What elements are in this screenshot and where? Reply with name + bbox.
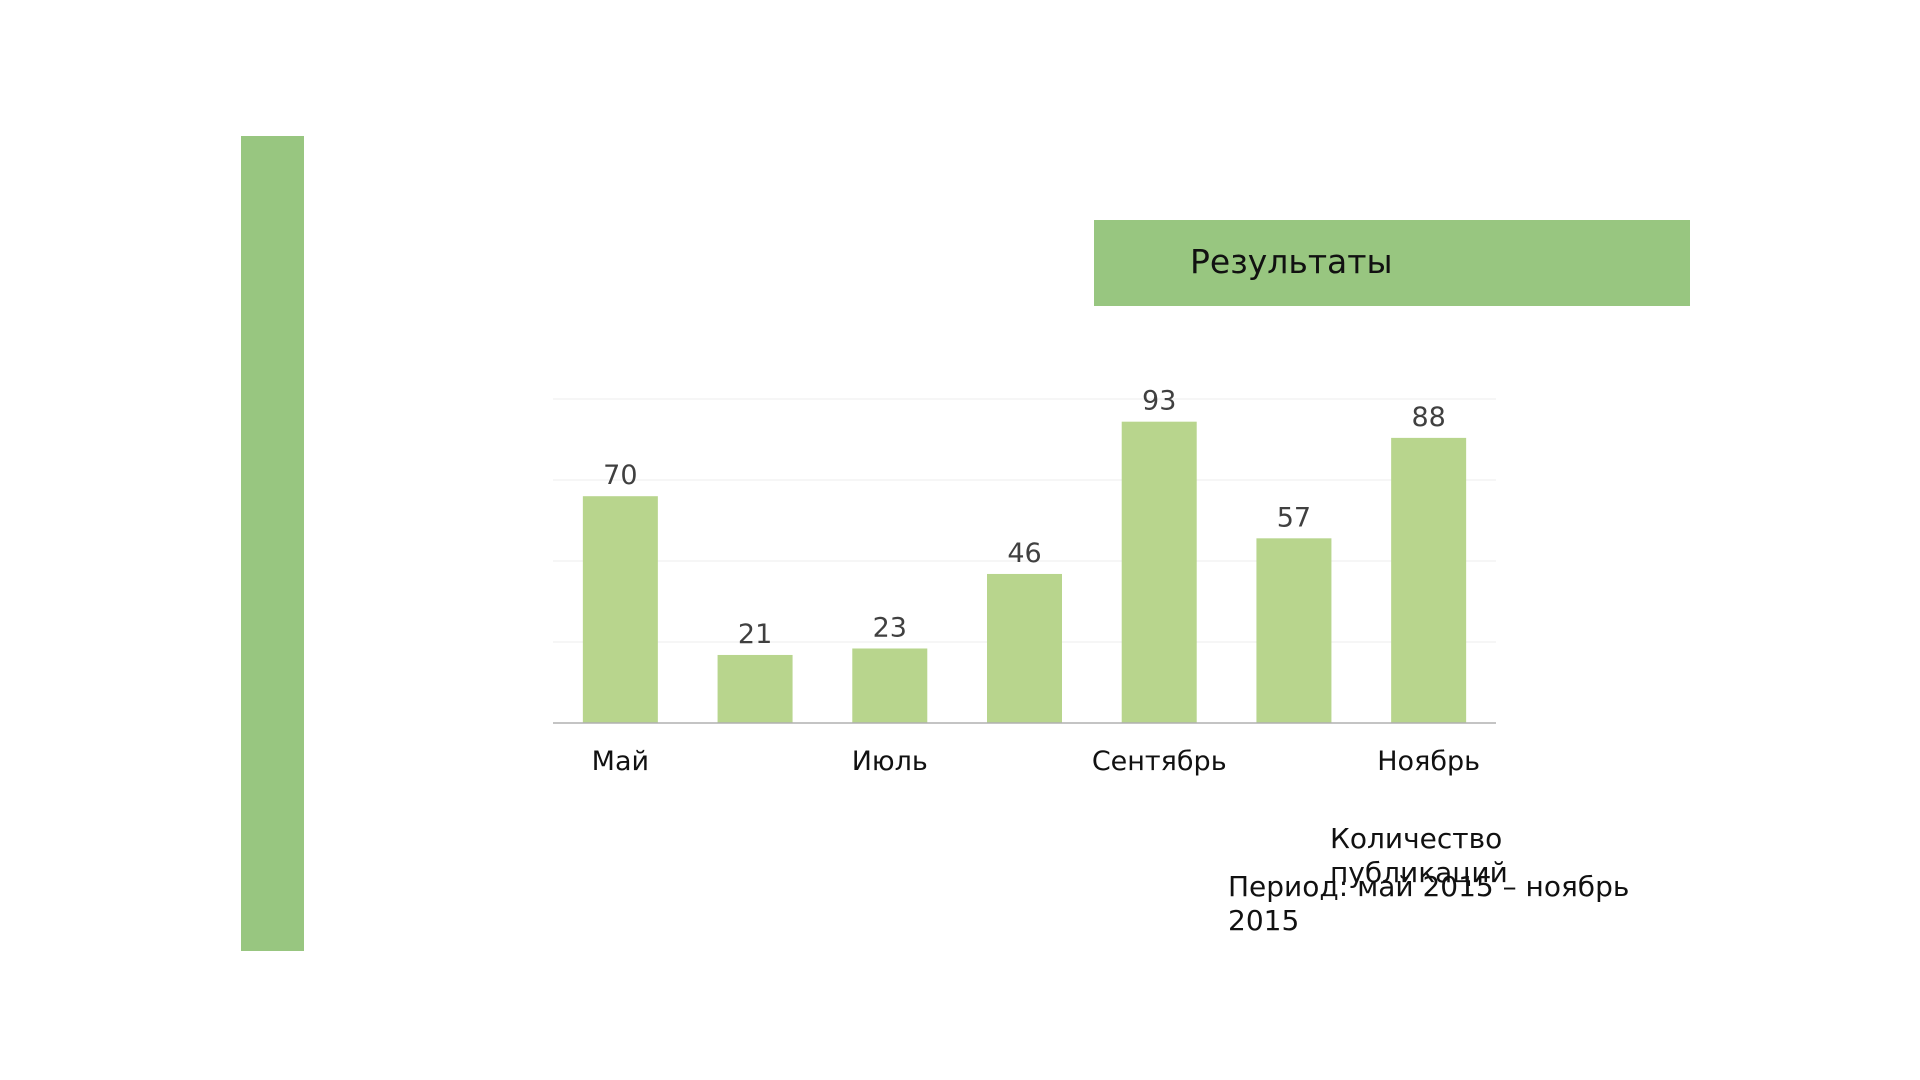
x-tick-labels: Май Июль Сентябрь Ноябрь xyxy=(592,746,1480,777)
data-label: 88 xyxy=(1411,402,1445,433)
data-label: 57 xyxy=(1277,502,1311,533)
x-tick-label: Май xyxy=(592,746,649,777)
gridlines xyxy=(553,398,1496,643)
data-label: 93 xyxy=(1142,386,1176,417)
data-label: 23 xyxy=(873,612,907,643)
series-label: Количество публикаций xyxy=(1330,822,1508,889)
data-labels: 70 21 23 46 93 57 88 xyxy=(603,386,1446,650)
bars xyxy=(582,421,1467,723)
bar xyxy=(987,573,1062,723)
data-label: 21 xyxy=(738,619,772,650)
decorative-side-bar xyxy=(241,136,304,951)
slide-title: Результаты xyxy=(1190,242,1393,281)
bar xyxy=(717,654,793,723)
bar xyxy=(852,648,928,723)
data-label: 70 xyxy=(603,460,637,491)
x-tick-label: Июль xyxy=(852,746,928,777)
bar xyxy=(1391,437,1467,723)
x-tick-label: Сентябрь xyxy=(1092,746,1227,777)
data-label: 46 xyxy=(1007,538,1041,569)
x-tick-label: Ноябрь xyxy=(1377,746,1480,777)
bar xyxy=(1121,421,1197,723)
period-label: Период: май 2015 – ноябрь 2015 xyxy=(1228,870,1630,937)
title-banner: Результаты xyxy=(1094,220,1690,306)
bar xyxy=(582,496,658,723)
bar xyxy=(1256,538,1332,723)
